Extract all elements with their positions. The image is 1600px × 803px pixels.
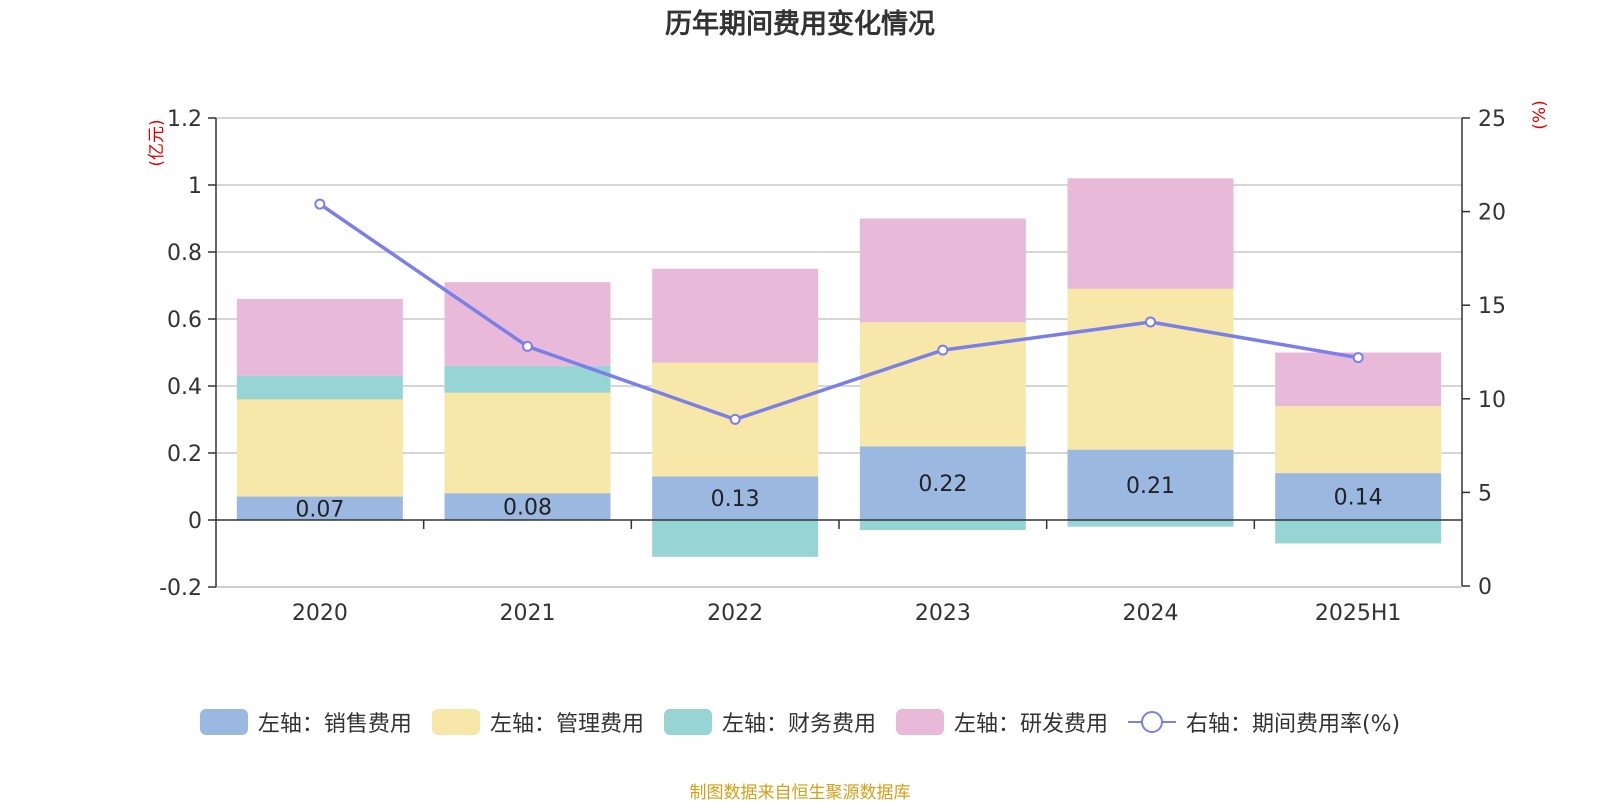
left-axis-tick-label: 0.2 xyxy=(167,442,202,467)
legend-item[interactable]: 左轴：销售费用 xyxy=(199,706,412,738)
bar-segment xyxy=(236,375,403,400)
rate-line-path xyxy=(318,202,1359,422)
bar-segment xyxy=(1067,178,1234,289)
right-axis-tick-label: 15 xyxy=(1478,294,1506,319)
legend-swatch xyxy=(895,709,944,735)
bar-segment xyxy=(444,282,611,366)
bar-segment xyxy=(236,298,403,376)
left-axis-tick-label: 0.4 xyxy=(167,375,202,400)
bar-segment xyxy=(1067,449,1234,520)
rate-line xyxy=(314,198,1364,425)
legend-item[interactable]: 右轴：期间费用率(%) xyxy=(1127,706,1401,738)
bar-value-label: 0.13 xyxy=(711,487,760,512)
right-axis-tick-label: 20 xyxy=(1478,201,1506,226)
bar-segment xyxy=(236,399,403,497)
bar-segment xyxy=(444,392,611,494)
bar-segment xyxy=(1067,520,1234,527)
left-axis-tick-label: -0.2 xyxy=(159,576,202,601)
left-axis-tick-label: 0.6 xyxy=(167,308,202,333)
x-axis-label: 2020 xyxy=(292,601,348,626)
chart-title: 历年期间费用变化情况 xyxy=(665,9,935,40)
bar-value-label: 0.14 xyxy=(1334,486,1383,511)
bar-segment xyxy=(1067,288,1234,450)
axes: -0.2 0 0.2 0.4 0.6 0.8 1 1.2 0 5 10 15 20 25 (亿元) (%) 20… xyxy=(147,100,1550,626)
bar-segment xyxy=(859,218,1026,323)
bar-segment xyxy=(859,520,1026,531)
legend-item[interactable]: 左轴：研发费用 xyxy=(895,706,1108,738)
x-axis-label: 2021 xyxy=(500,601,556,626)
bar-value-label: 0.07 xyxy=(295,497,344,522)
x-axis-label: 2023 xyxy=(915,601,971,626)
bar-segment xyxy=(444,365,611,393)
rate-line-point xyxy=(1352,352,1364,364)
rate-line-point xyxy=(729,413,741,425)
bar-segment xyxy=(859,446,1026,520)
x-axis-label: 2025H1 xyxy=(1315,601,1402,626)
bar-segment xyxy=(1275,520,1442,544)
x-axis-label: 2024 xyxy=(1123,601,1179,626)
bar-segment xyxy=(1275,406,1442,474)
bar-segment xyxy=(652,520,819,557)
legend-swatch xyxy=(431,709,480,735)
source-note: 制图数据来自恒生聚源数据库 xyxy=(689,783,911,803)
rate-line-point xyxy=(522,340,533,352)
legend-label: 左轴：财务费用 xyxy=(721,712,876,737)
rate-line-point xyxy=(314,198,326,210)
right-axis-unit-label: (%) xyxy=(1530,100,1550,129)
right-axis-tick-label: 0 xyxy=(1478,575,1492,600)
legend-item[interactable]: 左轴：财务费用 xyxy=(663,706,876,738)
legend-item[interactable]: 左轴：管理费用 xyxy=(431,706,644,738)
legend-label: 右轴：期间费用率(%) xyxy=(1185,712,1401,737)
bar-segment xyxy=(652,268,819,363)
right-axis-tick-label: 5 xyxy=(1478,481,1492,506)
bar-segment xyxy=(444,493,611,520)
right-axis-tick-label: 25 xyxy=(1478,107,1506,132)
legend-label: 左轴：研发费用 xyxy=(953,712,1108,737)
x-axis-label: 2022 xyxy=(707,601,763,626)
bar-segment xyxy=(1275,473,1442,520)
legend-label: 左轴：管理费用 xyxy=(489,712,644,737)
bar-value-label: 0.22 xyxy=(918,472,967,497)
data-labels: 0.07 0.08 0.13 0.22 0.21 0.14 xyxy=(295,472,1382,522)
bar-segment xyxy=(652,476,819,520)
left-axis-tick-label: 0 xyxy=(188,509,202,534)
rate-line-point xyxy=(1145,316,1156,328)
left-axis-tick-label: 0.8 xyxy=(167,241,202,266)
legend-swatch xyxy=(663,709,712,735)
left-axis-tick-label: 1 xyxy=(188,174,202,199)
rate-line-point xyxy=(937,344,949,356)
bar-value-label: 0.08 xyxy=(503,496,552,521)
legend-swatch xyxy=(199,709,248,735)
bar-value-label: 0.21 xyxy=(1126,474,1175,499)
bar-segment xyxy=(236,496,403,520)
left-axis-tick-label: 1.2 xyxy=(167,107,202,132)
legend: 左轴：销售费用 左轴：管理费用 左轴：财务费用 左轴：研发费用 右轴：期间费用率(%) xyxy=(0,706,1600,738)
legend-label: 左轴：销售费用 xyxy=(257,712,412,737)
gridlines xyxy=(216,117,1462,588)
left-axis-unit-label: (亿元) xyxy=(147,119,167,166)
bars xyxy=(236,178,1442,557)
right-axis-tick-label: 10 xyxy=(1478,388,1506,413)
legend-line-marker xyxy=(1127,711,1176,733)
